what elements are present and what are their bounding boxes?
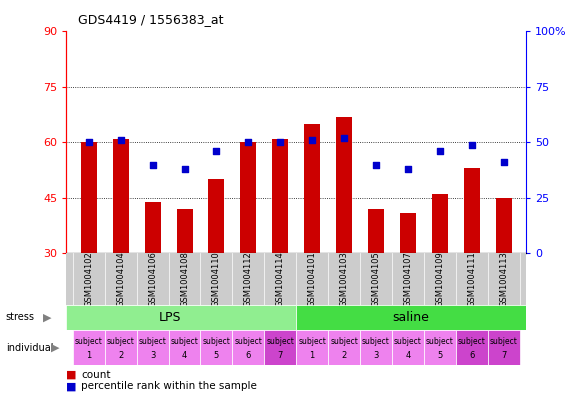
- Bar: [336, 117, 352, 253]
- Text: subject: subject: [235, 337, 262, 346]
- Bar: [66, 305, 297, 330]
- Text: GSM1004104: GSM1004104: [116, 251, 125, 307]
- Bar: [464, 168, 480, 253]
- Text: percentile rank within the sample: percentile rank within the sample: [81, 381, 257, 391]
- Bar: [304, 124, 320, 253]
- Text: subject: subject: [490, 337, 517, 346]
- Text: GDS4419 / 1556383_at: GDS4419 / 1556383_at: [78, 13, 224, 26]
- Text: saline: saline: [392, 311, 429, 324]
- Bar: [400, 213, 416, 253]
- Text: 3: 3: [373, 351, 379, 360]
- Bar: [73, 330, 105, 365]
- Text: subject: subject: [75, 337, 103, 346]
- Text: GSM1004110: GSM1004110: [212, 251, 221, 307]
- Point: [403, 166, 413, 172]
- Text: GSM1004108: GSM1004108: [180, 251, 189, 307]
- Point: [84, 140, 94, 146]
- Bar: [368, 209, 384, 253]
- Text: subject: subject: [202, 337, 231, 346]
- Text: 4: 4: [182, 351, 187, 360]
- Text: 2: 2: [342, 351, 347, 360]
- Text: GSM1004101: GSM1004101: [307, 251, 317, 307]
- Bar: [240, 143, 256, 253]
- Bar: [392, 330, 424, 365]
- Bar: [209, 180, 224, 253]
- Bar: [201, 330, 232, 365]
- Point: [244, 140, 253, 146]
- Text: GSM1004111: GSM1004111: [467, 251, 476, 307]
- Bar: [105, 330, 136, 365]
- Text: ▶: ▶: [51, 343, 60, 353]
- Text: subject: subject: [426, 337, 454, 346]
- Bar: [432, 194, 448, 253]
- Text: LPS: LPS: [159, 311, 181, 324]
- Bar: [360, 330, 392, 365]
- Text: 6: 6: [469, 351, 475, 360]
- Text: subject: subject: [139, 337, 166, 346]
- Text: GSM1004105: GSM1004105: [372, 251, 380, 307]
- Text: GSM1004106: GSM1004106: [148, 251, 157, 307]
- Point: [372, 162, 381, 168]
- Text: GSM1004112: GSM1004112: [244, 251, 253, 307]
- Point: [435, 148, 444, 154]
- Text: GSM1004113: GSM1004113: [499, 251, 508, 307]
- Text: 5: 5: [437, 351, 442, 360]
- Text: subject: subject: [266, 337, 294, 346]
- Point: [467, 141, 476, 148]
- Bar: [169, 330, 201, 365]
- Bar: [328, 330, 360, 365]
- Text: 2: 2: [118, 351, 123, 360]
- Text: 6: 6: [246, 351, 251, 360]
- Text: 3: 3: [150, 351, 155, 360]
- Point: [116, 137, 125, 143]
- Text: subject: subject: [458, 337, 486, 346]
- Text: 5: 5: [214, 351, 219, 360]
- Text: subject: subject: [298, 337, 326, 346]
- Text: 4: 4: [405, 351, 410, 360]
- Point: [276, 140, 285, 146]
- Text: ■: ■: [66, 381, 77, 391]
- Bar: [81, 143, 97, 253]
- Text: subject: subject: [330, 337, 358, 346]
- Text: 7: 7: [501, 351, 506, 360]
- Bar: [136, 330, 169, 365]
- Point: [339, 135, 349, 141]
- Bar: [232, 330, 264, 365]
- Text: 1: 1: [310, 351, 315, 360]
- Bar: [113, 139, 129, 253]
- Text: individual: individual: [6, 343, 53, 353]
- Bar: [496, 198, 512, 253]
- Bar: [297, 305, 526, 330]
- Text: ■: ■: [66, 369, 77, 380]
- Text: GSM1004102: GSM1004102: [84, 251, 93, 307]
- Point: [180, 166, 189, 172]
- Text: GSM1004109: GSM1004109: [435, 251, 444, 307]
- Text: 7: 7: [277, 351, 283, 360]
- Bar: [264, 330, 296, 365]
- Text: subject: subject: [107, 337, 135, 346]
- Point: [148, 162, 157, 168]
- Bar: [424, 330, 456, 365]
- Text: subject: subject: [171, 337, 198, 346]
- Text: subject: subject: [394, 337, 422, 346]
- Bar: [144, 202, 161, 253]
- Bar: [297, 330, 328, 365]
- Text: GSM1004103: GSM1004103: [340, 251, 349, 307]
- Bar: [176, 209, 192, 253]
- Bar: [456, 330, 488, 365]
- Text: count: count: [81, 369, 110, 380]
- Point: [499, 159, 508, 165]
- Text: subject: subject: [362, 337, 390, 346]
- Text: stress: stress: [6, 312, 35, 322]
- Text: GSM1004114: GSM1004114: [276, 251, 285, 307]
- Text: 1: 1: [86, 351, 91, 360]
- Point: [307, 137, 317, 143]
- Point: [212, 148, 221, 154]
- Bar: [488, 330, 520, 365]
- Bar: [272, 139, 288, 253]
- Text: ▶: ▶: [43, 312, 52, 322]
- Text: GSM1004107: GSM1004107: [403, 251, 413, 307]
